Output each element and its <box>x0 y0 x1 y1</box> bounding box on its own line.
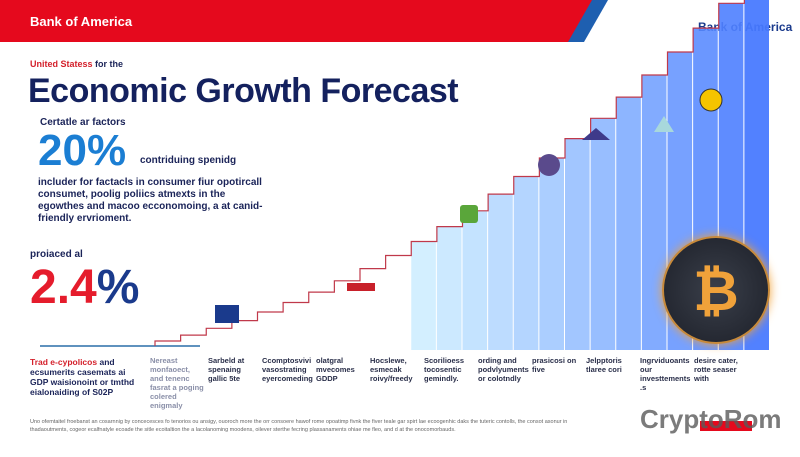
footer-badge <box>700 421 752 431</box>
step-column <box>539 158 564 350</box>
caption: Nereast monfaoect, and tenenc fasrat a p… <box>150 356 204 410</box>
step-column <box>411 241 436 350</box>
step-column <box>641 75 667 350</box>
subtitle-rest: for the <box>95 59 124 69</box>
coin-icon <box>699 88 723 112</box>
footnote-left: Trad e-cypolicos and ecsumerits casemats… <box>30 357 144 397</box>
caption: olatgral mvecomes GDDP <box>316 356 355 383</box>
caption: Ingrviduoants our investtements.s <box>640 356 691 392</box>
stat1-value: 20% <box>38 126 127 175</box>
step-column <box>616 97 641 350</box>
stat2-kicker: proiaced al <box>30 249 83 260</box>
footer-text: Uno ofemtaitel froebanst an cosarnnig by… <box>30 419 568 433</box>
note-rest: and ecsumerits casemats ai GDP waisionoi… <box>30 357 135 397</box>
caption: Jelpptoris tlaree cori <box>586 356 622 374</box>
gear-icon <box>460 205 478 223</box>
caption: Sarbeld at spenaing gallic 5te <box>208 356 245 383</box>
house-icon <box>582 128 610 140</box>
caption: prasicosi on five <box>532 356 577 374</box>
stat2-percent: % <box>96 261 140 314</box>
step-column <box>462 210 488 350</box>
page-title: Economic Growth Forecast <box>28 72 459 110</box>
caption: Ccomptosvivi vasostrating eyercomeding <box>262 356 313 383</box>
tree-icon <box>654 116 674 132</box>
stat2-number: 2.4 <box>30 261 97 314</box>
step-column <box>590 118 616 350</box>
step-column <box>436 226 462 350</box>
watermark: CryptoRom <box>640 404 782 434</box>
growth-line <box>154 0 745 346</box>
caption: Hocslewe, esmecak roivy/freedy <box>370 356 413 383</box>
label-badge <box>347 283 375 291</box>
step-column <box>565 138 590 350</box>
caption: desire cater, rotte seaser with <box>694 356 738 383</box>
factory-icon <box>215 305 239 323</box>
header-red-band <box>0 0 600 42</box>
subtitle-country: United Statess <box>30 59 93 69</box>
stat1-label: contriduing spenidg <box>140 155 237 166</box>
stat2-value: 2.4% <box>30 263 139 313</box>
brand-name: Bank of America <box>30 14 133 29</box>
step-column <box>513 176 539 350</box>
stat1-kicker: Certatle ar factors <box>40 117 126 128</box>
step-captions: Nereast monfaoect, and tenenc fasrat a p… <box>150 356 748 410</box>
globe-icon <box>538 154 560 176</box>
caption: Scorilioess tocosentic gemindly. <box>424 356 465 383</box>
step-column <box>488 194 513 350</box>
subtitle: United Statess for the <box>30 59 123 70</box>
caption: ording and podvlyuments or colotndly <box>478 356 529 383</box>
note-red: Trad e-cypolicos <box>30 357 98 367</box>
stat1-description: includer for factacls in consumer fiur o… <box>38 177 263 224</box>
bitcoin-icon: ₿ <box>662 236 770 344</box>
